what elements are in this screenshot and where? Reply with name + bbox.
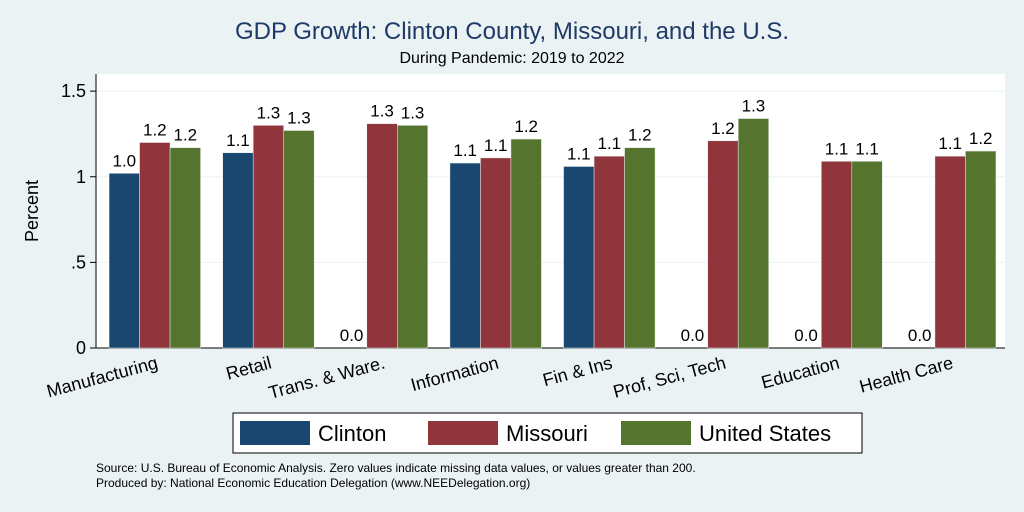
data-label: 1.2 <box>711 119 735 138</box>
bar <box>222 152 254 349</box>
data-label: 1.3 <box>401 103 425 122</box>
bar <box>821 161 853 349</box>
bar <box>624 147 656 349</box>
x-tick-label: Fin & Ins <box>541 353 615 391</box>
y-axis-title: Percent <box>22 180 42 242</box>
data-label: 0.0 <box>908 326 932 345</box>
y-tick-label: .5 <box>71 252 86 272</box>
bar <box>563 166 595 349</box>
data-label: 1.1 <box>226 131 250 150</box>
bar <box>283 130 315 349</box>
x-tick-label: Education <box>759 353 842 393</box>
data-label: 1.3 <box>742 97 766 116</box>
bar <box>449 162 481 349</box>
bar <box>169 147 201 349</box>
bar <box>934 155 966 349</box>
data-label: 1.2 <box>143 121 167 140</box>
data-label: 1.1 <box>825 139 849 158</box>
bar <box>139 142 171 349</box>
data-label: 0.0 <box>340 326 364 345</box>
data-label: 1.1 <box>597 134 621 153</box>
bar <box>108 173 140 349</box>
data-label: 1.1 <box>567 144 591 163</box>
x-tick-label: Health Care <box>857 353 955 397</box>
legend-swatch <box>240 421 310 445</box>
bar <box>707 140 739 349</box>
data-label: 1.2 <box>173 126 197 145</box>
source-note: Source: U.S. Bureau of Economic Analysis… <box>96 461 696 475</box>
chart-subtitle: During Pandemic: 2019 to 2022 <box>399 50 625 67</box>
producer-note: Produced by: National Economic Education… <box>96 476 531 490</box>
y-tick-label: 1 <box>76 167 86 187</box>
x-tick-label: Manufacturing <box>44 353 159 402</box>
legend-label: Missouri <box>506 421 588 446</box>
bar <box>480 157 512 349</box>
data-label: 1.3 <box>370 102 394 121</box>
x-tick-label: Trans. & Ware. <box>266 353 387 403</box>
data-label: 1.2 <box>514 117 538 136</box>
bar <box>593 155 625 349</box>
data-label: 1.2 <box>628 126 652 145</box>
bar <box>851 161 883 349</box>
data-label: 1.1 <box>938 134 962 153</box>
data-label: 1.0 <box>112 151 136 170</box>
data-label: 1.1 <box>453 141 477 160</box>
data-label: 0.0 <box>794 326 818 345</box>
data-label: 1.1 <box>855 139 879 158</box>
bar <box>510 138 542 349</box>
y-tick-label: 1.5 <box>61 81 86 101</box>
legend <box>232 412 863 454</box>
x-tick-label: Retail <box>224 353 274 384</box>
x-tick-label: Prof, Sci, Tech <box>611 353 728 402</box>
legend-label: United States <box>699 421 831 446</box>
bar <box>366 123 398 349</box>
data-label: 1.3 <box>257 103 281 122</box>
legend-swatch <box>621 421 691 445</box>
bar <box>965 150 997 349</box>
data-label: 1.1 <box>484 136 508 155</box>
bar <box>252 125 284 349</box>
data-label: 0.0 <box>681 326 705 345</box>
legend-label: Clinton <box>318 421 386 446</box>
legend-swatch <box>428 421 498 445</box>
data-label: 1.2 <box>969 129 993 148</box>
data-label: 1.3 <box>287 109 311 128</box>
chart-title: GDP Growth: Clinton County, Missouri, an… <box>234 18 789 45</box>
bar <box>737 118 769 349</box>
x-tick-label: Information <box>409 353 501 396</box>
y-tick-label: 0 <box>76 338 86 358</box>
bar <box>397 125 429 349</box>
